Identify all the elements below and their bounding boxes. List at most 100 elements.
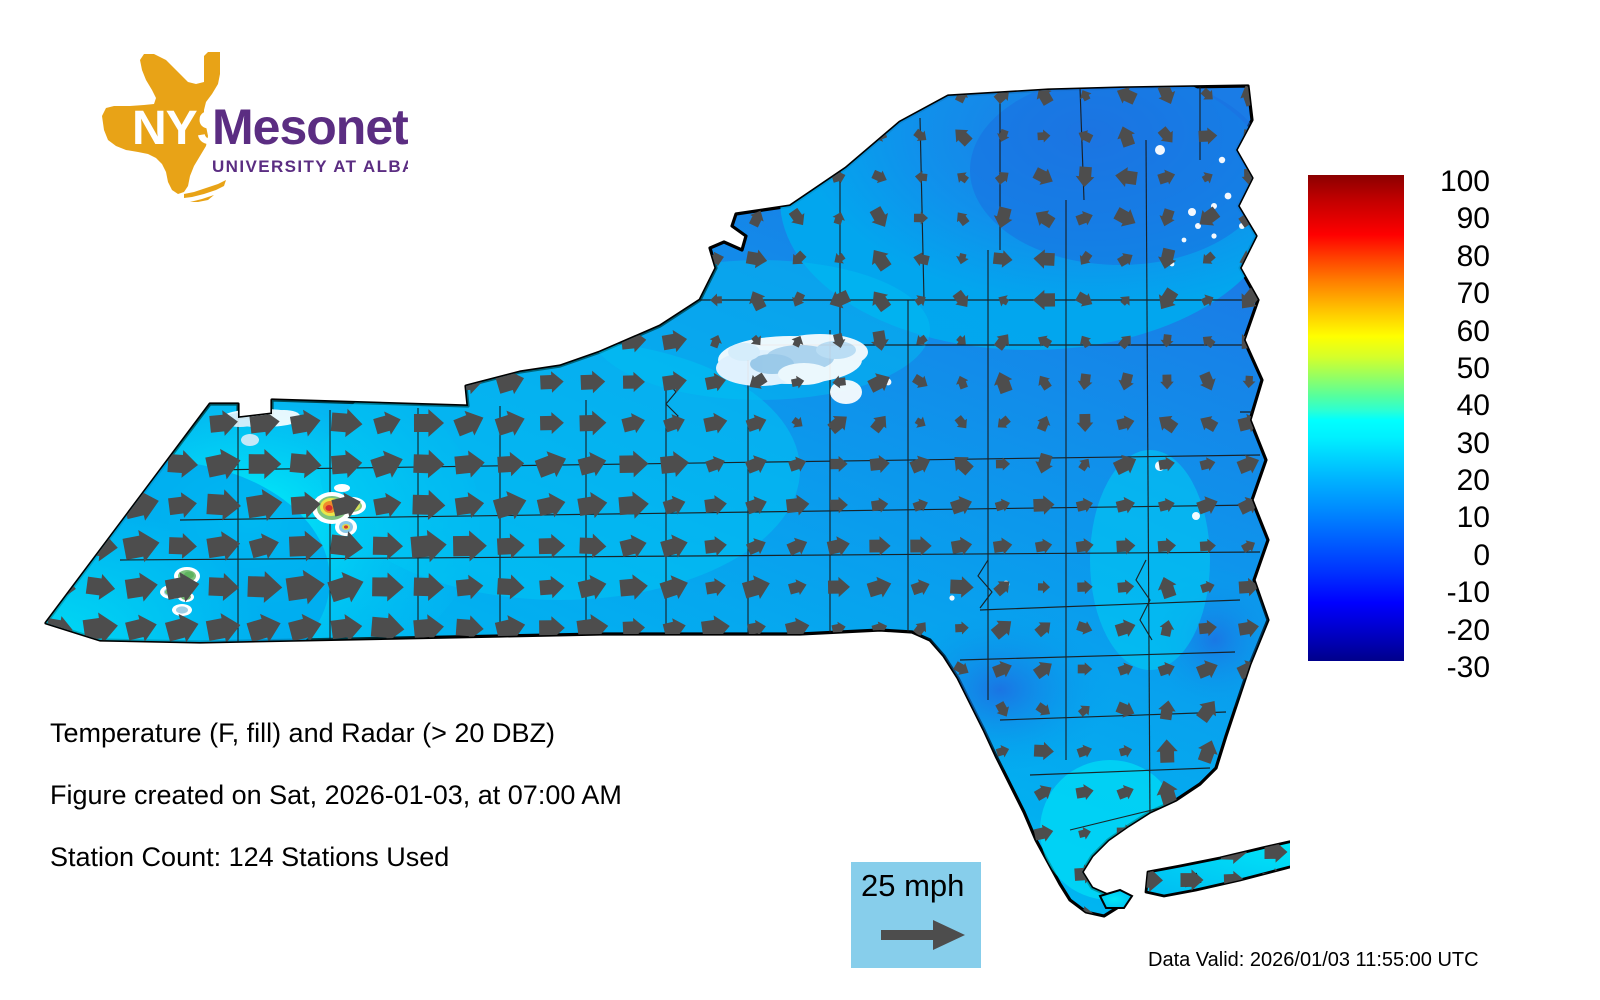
wind-arrow [749,210,764,228]
wind-arrow [539,616,565,640]
wind-arrow [957,172,969,184]
wind-arrow [124,572,158,602]
wind-arrow [1077,373,1093,391]
wind-arrow [661,330,687,353]
wind-arrow [660,451,690,477]
wind-arrow [1240,823,1258,844]
wind-arrow [457,126,481,146]
wind-arrow [461,87,479,103]
wind-arrow [215,169,233,185]
wind-arrow [1033,905,1055,916]
wind-arrow [290,491,321,519]
wind-arrow [170,207,195,229]
wind-arrow [246,613,281,643]
wind-arrow [871,87,893,107]
wind-arrow [784,617,810,639]
wind-arrow [832,212,845,225]
wind-arrow [541,209,562,227]
wind-arrow [248,533,279,559]
wind-arrow [994,498,1011,512]
wind-arrow [330,408,363,438]
wind-arrow [954,457,974,476]
wind-arrow [950,576,974,598]
wind-arrow [46,329,73,353]
wind-arrow [254,905,276,916]
wind-arrow [741,575,770,599]
caption-station-count: Station Count: 124 Stations Used [50,842,450,872]
colorbar-tick-40: 40 [1456,389,1490,423]
wind-arrow [500,126,521,146]
wind-arrow [126,408,158,437]
wind-arrow [125,614,157,642]
wind-arrow [255,209,275,227]
wind-arrow [666,86,684,104]
wind-arrow [1158,247,1177,269]
wind-arrow [747,619,766,637]
wind-arrow [666,907,683,916]
wind-arrow [624,293,642,309]
wind-arrow [1160,334,1174,348]
wind-arrow [125,367,158,397]
wind-arrow [1196,496,1218,515]
wind-arrow [997,128,1010,142]
wind-arrow [127,903,155,916]
wind-arrow [912,498,928,512]
wind-arrow [869,700,891,720]
wind-arrow [1115,496,1135,514]
wind-arrow [46,491,75,519]
wind-arrow [376,249,399,269]
wind-arrow [659,575,688,600]
wind-arrow [539,412,564,434]
wind-arrow [173,250,193,268]
wind-arrow [1116,86,1138,105]
wind-arrow [542,169,561,185]
wind-arrow [1036,86,1054,106]
wind-arrow [623,86,644,105]
wind-arrow [956,375,969,390]
wind-arrow [1157,576,1177,600]
wind-arrow [751,170,766,187]
logo-nys-text: NYS [132,102,228,155]
wind-arrow [248,449,282,479]
wind-arrow [995,701,1009,717]
wind-arrow [289,409,321,437]
wind-arrow [1076,621,1093,635]
wind-arrow [952,289,969,307]
wind-arrow [373,329,401,354]
wind-arrow [86,492,115,518]
wind-arrow [492,491,527,520]
wind-arrow [831,170,846,184]
wind-arrow [370,450,403,478]
wind-arrow [288,530,323,562]
wind-arrow [1036,415,1051,432]
wind-arrow [1034,538,1053,554]
wind-arrow [745,86,766,103]
wind-arrow [164,613,199,643]
wind-arrow [1033,785,1052,801]
wind-arrow [1200,580,1215,594]
wind-arrow [214,128,233,145]
wind-arrow [831,127,852,149]
wind-arrow [742,658,770,681]
wind-arrow [703,412,728,434]
wind-arrow [253,125,277,147]
wind-arrow [832,375,846,389]
wind-arrow [870,415,887,434]
wind-arrow [826,536,850,557]
wind-arrow [1076,413,1094,433]
wind-arrow [1118,372,1134,391]
wind-arrow [791,335,804,348]
wind-arrow [536,657,566,682]
wind-arrow [213,249,235,269]
wind-arrow [415,370,442,394]
wind-arrow [834,252,846,264]
wind-arrow [866,576,892,598]
wind-arrow [212,905,235,916]
wind-arrow [870,497,889,513]
wind-arrow [335,86,357,105]
wind-arrow [749,291,767,312]
wind-arrow [376,209,398,228]
wind-arrow [336,210,356,226]
wind-arrow [455,615,484,641]
wind-arrow [745,249,768,269]
